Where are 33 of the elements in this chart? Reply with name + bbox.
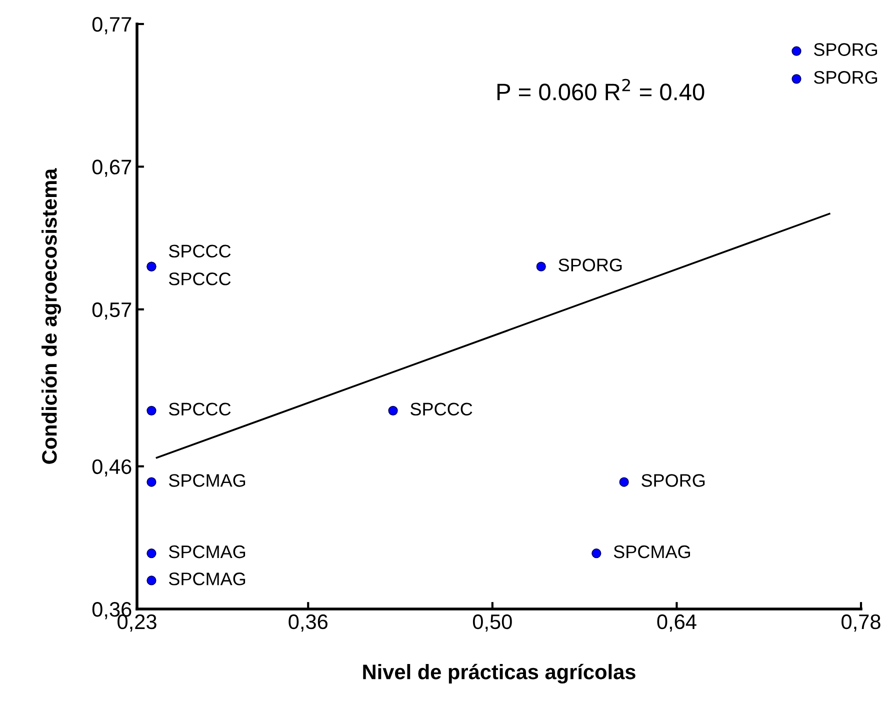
annotation: SPORG (558, 258, 622, 272)
point (592, 548, 602, 558)
annotation: SPCCC (168, 402, 231, 416)
x-tick-label: 0,50 (472, 614, 512, 632)
x-axis-title: Nivel de prácticas agrícolas (363, 664, 636, 684)
annotation: SPCCC (168, 244, 231, 258)
point (146, 406, 156, 416)
point (146, 576, 156, 586)
x-tick-label: 0,64 (657, 614, 696, 632)
annotation: SPCMAG (168, 572, 246, 586)
annotation: SPORG (642, 474, 705, 487)
point (388, 406, 398, 416)
point (619, 477, 629, 487)
y-tick-label: 0,77 (92, 17, 132, 34)
point (536, 262, 546, 272)
y-axis-title: Condición de agroecosistema (41, 168, 62, 464)
annotation: SPCCC (168, 272, 231, 286)
y-tick-label: 0,67 (92, 160, 132, 177)
annotation: SPCMAG (168, 474, 246, 487)
annotation: SPCMAG (614, 545, 690, 558)
annotation: SPORG (814, 43, 878, 56)
annotation: SPCCC (410, 402, 472, 416)
x-tick-label: 0,78 (842, 614, 880, 632)
annotation: SPCMAG (168, 545, 246, 558)
y-tick-label: 0,46 (92, 459, 132, 477)
y-tick-label: 0,57 (92, 302, 132, 320)
annotation: SPORG (814, 70, 878, 84)
point (792, 74, 802, 84)
point (146, 477, 156, 487)
point (146, 548, 156, 558)
x-tick-label: 0,36 (288, 614, 328, 632)
annotation: P = 0.060 R$^{2}$ = 0.40 (497, 78, 704, 100)
point (792, 46, 802, 56)
